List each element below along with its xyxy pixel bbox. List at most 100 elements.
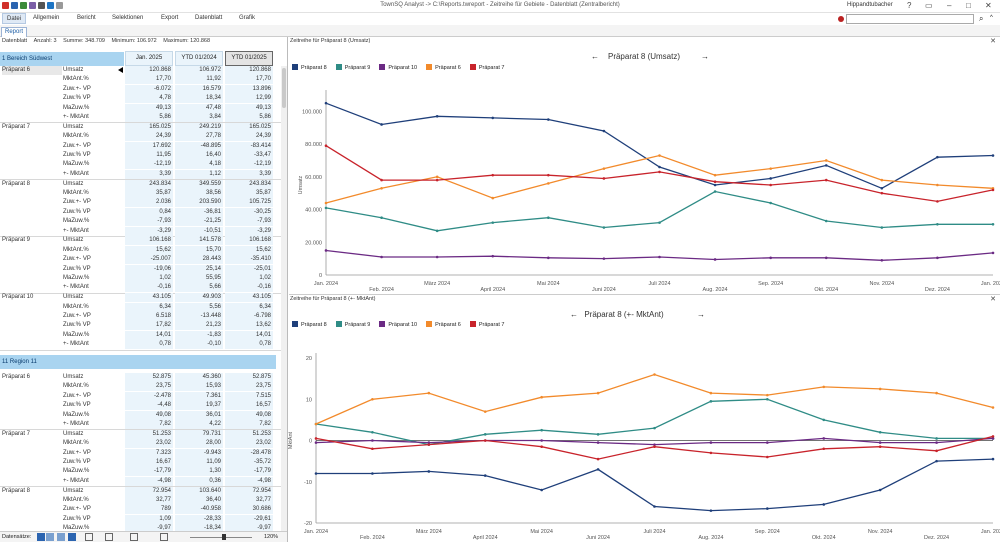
value-cell[interactable]: 17.692	[152, 142, 171, 149]
data-point[interactable]	[658, 170, 661, 174]
data-point[interactable]	[491, 221, 495, 224]
table-row[interactable]: Zuw.% VP 11,95 16,40 -33,47	[0, 151, 287, 160]
export-icon[interactable]	[130, 533, 138, 541]
value-cell[interactable]: -35,72	[253, 459, 271, 465]
value-cell[interactable]: 47,48	[205, 104, 221, 111]
value-cell[interactable]: 36,01	[205, 411, 221, 418]
value-cell[interactable]: 23,02	[155, 440, 171, 447]
value-cell[interactable]: -9.943	[203, 449, 221, 456]
value-cell[interactable]: -25,01	[253, 265, 271, 272]
value-cell[interactable]: -25.007	[150, 256, 171, 263]
value-cell[interactable]: 49,08	[155, 411, 171, 418]
data-point[interactable]	[435, 178, 439, 182]
value-cell[interactable]: -12,19	[253, 161, 271, 168]
data-point[interactable]	[766, 507, 769, 510]
value-cell[interactable]: 165.025	[149, 123, 171, 130]
data-point[interactable]	[380, 186, 383, 190]
data-point[interactable]	[769, 256, 772, 260]
value-cell[interactable]: 25,14	[205, 265, 221, 272]
open-icon[interactable]	[11, 2, 18, 9]
value-cell[interactable]: 17,70	[155, 76, 171, 83]
table-row[interactable]: MaZuw.% 49,08 36,01 49,08	[0, 410, 287, 420]
value-cell[interactable]: -29,61	[253, 515, 271, 522]
table-row[interactable]: MktAnt.% 32,77 36,40 32,77	[0, 496, 287, 505]
value-cell[interactable]: 3,84	[209, 114, 221, 120]
value-cell[interactable]: -7,93	[157, 218, 171, 225]
value-cell[interactable]: 3,39	[159, 170, 171, 177]
data-point[interactable]	[427, 391, 431, 395]
value-cell[interactable]: -13.448	[200, 313, 221, 319]
data-point[interactable]	[314, 437, 318, 440]
data-point[interactable]	[380, 255, 383, 259]
value-cell[interactable]: -19,06	[153, 265, 171, 272]
table-row[interactable]: Zuw.+- VP -25.007 28.443 -35.410	[0, 255, 287, 265]
table-row[interactable]: Zuw.% VP -4,48 19,37 16,57	[0, 401, 287, 411]
data-point[interactable]	[766, 397, 769, 401]
data-point[interactable]	[314, 441, 318, 444]
value-cell[interactable]: -21,25	[203, 218, 221, 225]
value-cell[interactable]: 21,23	[205, 322, 221, 329]
chart-icon[interactable]	[160, 533, 168, 541]
value-cell[interactable]: -0,16	[257, 284, 271, 291]
table-row[interactable]: +- MktAnt -3,29 -10,51 -3,29	[0, 226, 287, 236]
region-header[interactable]: 1 Bereich Südwest	[0, 52, 124, 66]
prev-arrow-icon[interactable]: ←	[591, 52, 599, 61]
data-point[interactable]	[371, 430, 374, 434]
data-point[interactable]	[371, 447, 374, 451]
data-point[interactable]	[653, 445, 656, 448]
close-icon[interactable]: ✕	[985, 1, 992, 10]
data-point[interactable]	[435, 175, 439, 179]
table-row[interactable]: MaZuw.% 14,01 -1,83 14,01	[0, 330, 287, 340]
value-cell[interactable]: 16,67	[155, 459, 171, 465]
data-point[interactable]	[602, 129, 606, 133]
table-row[interactable]: MaZuw.% -12,19 4,18 -12,19	[0, 160, 287, 170]
region-header[interactable]: 11 Region 11	[0, 355, 276, 369]
data-point[interactable]	[880, 226, 884, 229]
value-cell[interactable]: 15,62	[155, 246, 171, 253]
record-icon[interactable]	[838, 16, 844, 22]
nav-next-icon[interactable]	[68, 533, 76, 541]
data-point[interactable]	[991, 457, 995, 461]
value-cell[interactable]: 789	[160, 506, 171, 513]
vertical-scrollbar[interactable]	[281, 66, 287, 532]
value-cell[interactable]: -28,33	[203, 515, 221, 522]
nav-prev-icon[interactable]	[46, 533, 54, 541]
data-point[interactable]	[935, 437, 938, 440]
legend-item[interactable]: Präparat 7	[469, 64, 505, 71]
data-point[interactable]	[878, 430, 882, 434]
data-point[interactable]	[991, 188, 995, 192]
value-cell[interactable]: 7,82	[159, 421, 171, 427]
value-cell[interactable]: -4,98	[257, 477, 271, 484]
value-cell[interactable]: 23,75	[155, 383, 171, 390]
value-cell[interactable]: 4,22	[209, 421, 221, 427]
legend-item[interactable]: Präparat 6	[426, 64, 461, 71]
value-cell[interactable]: 28.443	[202, 256, 221, 263]
table-row[interactable]: Präparat 8 Umsatz 243.834 349.559 243.834	[0, 179, 287, 189]
series-line[interactable]	[316, 458, 994, 512]
data-point[interactable]	[547, 256, 550, 260]
data-point[interactable]	[713, 173, 717, 177]
value-cell[interactable]: 23,02	[255, 440, 271, 447]
series-line[interactable]	[325, 249, 994, 261]
minimize-icon[interactable]: –	[947, 1, 952, 10]
value-cell[interactable]: -12,19	[153, 161, 171, 168]
menu-datei[interactable]: Datei	[2, 13, 27, 24]
data-point[interactable]	[491, 254, 495, 258]
menu-bericht[interactable]: Bericht	[77, 15, 96, 21]
value-cell[interactable]: 203.590	[199, 199, 221, 206]
data-point[interactable]	[766, 455, 769, 459]
data-point[interactable]	[824, 219, 828, 223]
value-cell[interactable]: 51.253	[152, 430, 171, 437]
value-cell[interactable]: -40.958	[200, 506, 221, 513]
data-point[interactable]	[822, 437, 826, 440]
value-cell[interactable]: 0,78	[259, 341, 271, 348]
value-cell[interactable]: 16.579	[202, 85, 221, 92]
data-point[interactable]	[547, 118, 550, 121]
table-row[interactable]: Präparat 6 Umsatz 120.868 106.972 120.868	[0, 66, 287, 75]
data-point[interactable]	[653, 505, 656, 508]
data-point[interactable]	[596, 441, 600, 444]
data-point[interactable]	[936, 155, 939, 159]
data-point[interactable]	[713, 190, 717, 193]
table-row[interactable]: MaZuw.% -7,93 -21,25 -7,93	[0, 217, 287, 227]
value-cell[interactable]: 3,39	[259, 170, 271, 177]
